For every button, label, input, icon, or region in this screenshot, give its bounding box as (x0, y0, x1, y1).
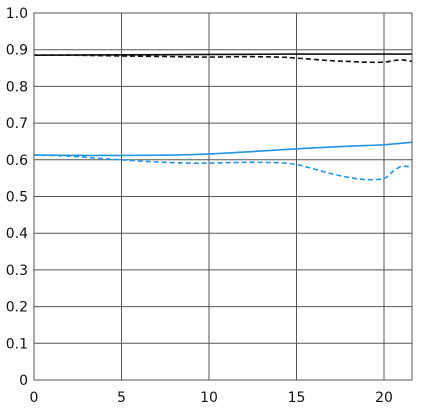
plot-frame (33, 12, 413, 381)
series-line-2 (33, 54, 413, 64)
y-tick-label: 0 (19, 373, 28, 389)
y-tick-label: 0.3 (6, 263, 28, 279)
y-tick-label: 0.1 (6, 336, 28, 352)
x-tick-label: 20 (375, 390, 393, 406)
y-tick-label: 0.8 (6, 79, 28, 95)
x-tick-label: 0 (30, 390, 39, 406)
series-line-3 (33, 141, 413, 157)
y-axis-ticks: 0 0.1 0.2 0.3 0.4 0.5 0.6 0.7 0.8 0.9 1.0 (6, 6, 28, 389)
x-axis-ticks: 0 5 10 15 20 (30, 390, 393, 406)
series-line-1 (33, 53, 412, 56)
y-tick-label: 0.2 (6, 300, 28, 316)
grid (33, 12, 412, 381)
series-line-4 (33, 154, 413, 181)
y-tick-label: 1.0 (6, 6, 28, 22)
x-tick-label: 5 (117, 390, 126, 406)
x-tick-label: 10 (200, 390, 218, 406)
y-tick-label: 0.9 (6, 43, 28, 59)
series-group (33, 53, 413, 181)
y-tick-label: 0.5 (6, 190, 28, 206)
x-tick-label: 15 (288, 390, 306, 406)
y-tick-label: 0.4 (6, 226, 28, 242)
y-tick-label: 0.7 (6, 116, 28, 132)
y-tick-label: 0.6 (6, 153, 28, 169)
